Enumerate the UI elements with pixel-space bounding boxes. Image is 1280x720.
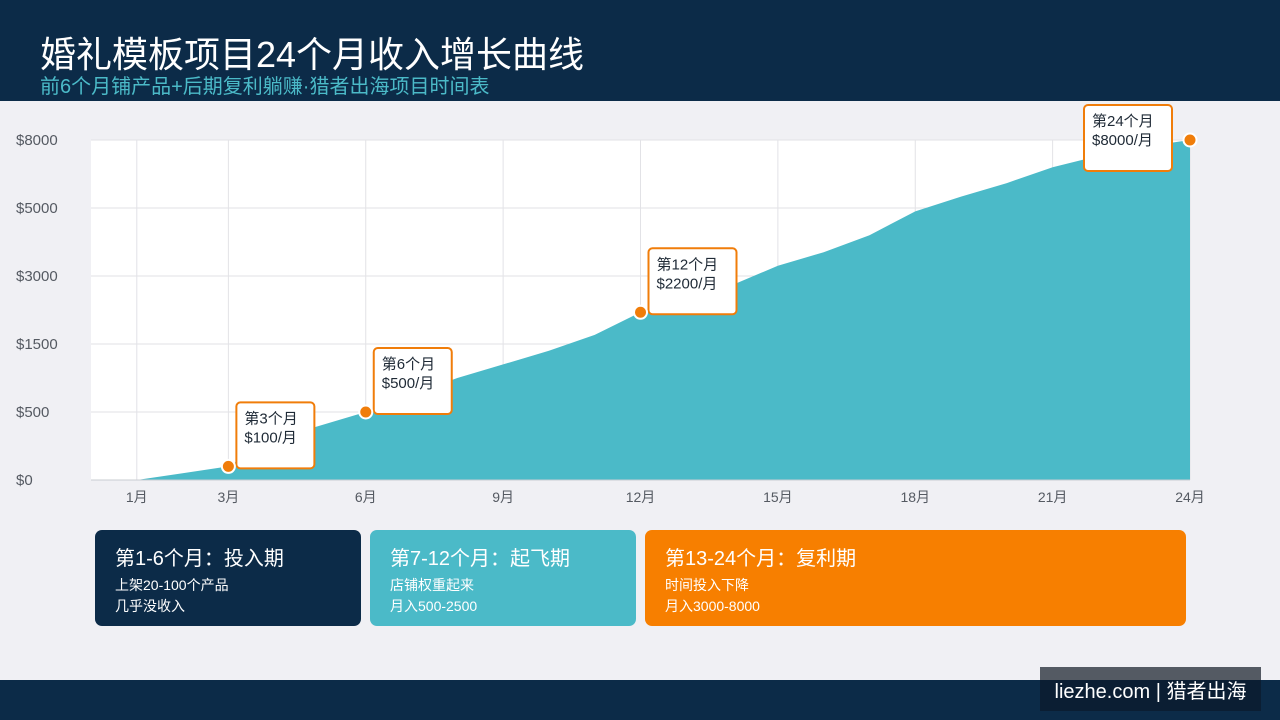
- x-tick-label: 12月: [626, 489, 656, 505]
- x-tick-label: 1月: [126, 489, 148, 505]
- x-tick-label: 21月: [1038, 489, 1068, 505]
- phase-card-takeoff: 第7-12个月：起飞期 店铺权重起来 月入500-2500: [370, 530, 636, 626]
- x-tick-label: 9月: [492, 489, 514, 505]
- phase-card-invest: 第1-6个月：投入期 上架20-100个产品 几乎没收入: [95, 530, 361, 626]
- page-title: 婚礼模板项目24个月收入增长曲线: [40, 34, 585, 75]
- annotation-month: 第24个月: [1092, 112, 1154, 130]
- page-subtitle: 前6个月铺产品+后期复利躺赚·猎者出海项目时间表: [40, 76, 490, 98]
- revenue-chart: $0 $500 $1500 $3000 $5000 $8000 1月 3月 6月 9月 12月 15月…: [0, 101, 1280, 521]
- phase-title: 第13-24个月：复利期: [665, 548, 857, 570]
- annotation-month: 第12个月: [657, 255, 719, 273]
- annotation-box: [1083, 104, 1173, 172]
- phase-detail: 月入3000-8000: [665, 598, 760, 614]
- y-tick-label: $3000: [16, 268, 58, 285]
- annotation-value: $500/月: [382, 375, 435, 392]
- y-tick-label: $5000: [16, 200, 58, 217]
- annotation-value: $100/月: [244, 429, 297, 446]
- phase-detail: 上架20-100个产品: [115, 577, 229, 593]
- annotation-month: 第6个月: [382, 355, 435, 373]
- phase-detail: 时间投入下降: [665, 577, 749, 593]
- annotation-box: [647, 247, 738, 316]
- phase-title: 第7-12个月：起飞期: [390, 548, 571, 570]
- phase-card-compound: 第13-24个月：复利期 时间投入下降 月入3000-8000: [645, 530, 1186, 626]
- annotation-box: [235, 401, 316, 470]
- annotation-marker: [220, 458, 236, 474]
- y-tick-label: $0: [16, 472, 33, 489]
- revenue-chart-svg: $0 $500 $1500 $3000 $5000 $8000 1月 3月 6月 9月 12月 15月…: [16, 104, 1205, 505]
- annotation-value: $8000/月: [1092, 132, 1153, 149]
- x-tick-label: 18月: [900, 489, 930, 505]
- annotation-marker: [1182, 132, 1198, 148]
- annotation-value: $2200/月: [657, 275, 718, 292]
- annotation-month: 第3个月: [244, 409, 297, 427]
- x-tick-label: 15月: [763, 489, 793, 505]
- x-tick-label: 3月: [217, 489, 239, 505]
- annotation-box: [372, 347, 453, 415]
- phase-detail: 月入500-2500: [390, 598, 478, 614]
- y-tick-label: $8000: [16, 132, 58, 149]
- y-tick-label: $1500: [16, 336, 58, 353]
- header-bar: 婚礼模板项目24个月收入增长曲线 前6个月铺产品+后期复利躺赚·猎者出海项目时间…: [0, 0, 1280, 101]
- x-tick-label: 24月: [1175, 489, 1205, 505]
- y-tick-label: $500: [16, 404, 49, 421]
- phase-title: 第1-6个月：投入期: [115, 548, 284, 570]
- x-tick-label: 6月: [355, 489, 377, 505]
- phase-detail: 店铺权重起来: [390, 577, 474, 593]
- annotation-marker: [358, 404, 374, 420]
- phase-detail: 几乎没收入: [115, 598, 185, 614]
- annotation-marker: [633, 304, 648, 320]
- brand-label-strip: [1040, 667, 1261, 680]
